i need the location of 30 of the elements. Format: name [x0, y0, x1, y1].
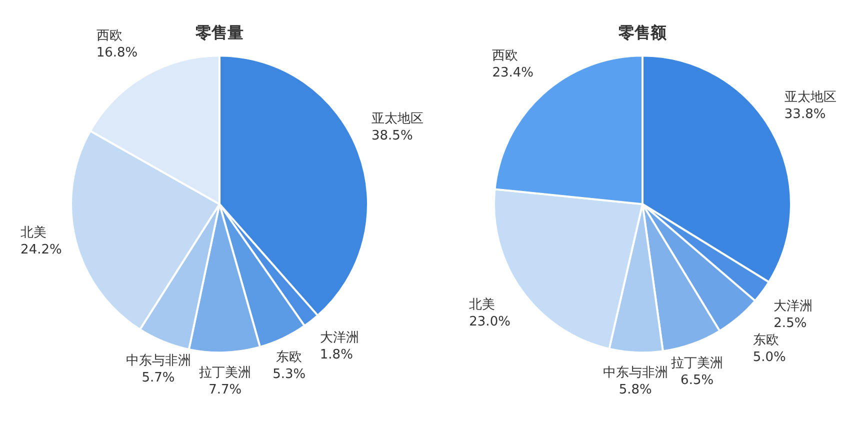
data-label: 23.0% [469, 314, 510, 330]
slice-label: 拉丁美洲 [671, 355, 724, 372]
data-label: 6.5% [680, 373, 714, 388]
slice-label: 西欧 [96, 28, 122, 44]
data-label: 24.2% [20, 242, 62, 258]
slice-label: 北美 [20, 224, 47, 240]
data-label: 1.8% [320, 348, 353, 363]
slice-label: 拉丁美洲 [199, 364, 252, 380]
data-label: 5.0% [752, 350, 786, 365]
data-label: 38.5% [372, 128, 413, 144]
slice-label: 亚太地区 [784, 90, 836, 105]
chart-title: 零售量 [194, 22, 244, 42]
slice-label: 中东与非洲 [602, 365, 668, 380]
data-label: 5.3% [272, 366, 306, 382]
data-label: 2.5% [774, 316, 807, 331]
slice-label: 东欧 [276, 350, 302, 365]
slice-label: 大洋洲 [774, 298, 813, 314]
slice-label: 中东与非洲 [126, 353, 191, 368]
data-label: 16.8% [96, 46, 138, 61]
slice-label: 亚太地区 [372, 112, 424, 127]
chart-title: 零售额 [618, 22, 668, 42]
data-label: 5.7% [142, 370, 175, 386]
data-label: 33.8% [784, 106, 826, 122]
data-label: 5.8% [618, 382, 652, 398]
slice-label: 东欧 [752, 332, 779, 348]
data-label: 7.7% [208, 382, 242, 398]
slice-label: 大洋洲 [320, 330, 359, 346]
slice-label: 北美 [469, 296, 496, 313]
data-label: 23.4% [492, 65, 534, 80]
slice-label: 西欧 [492, 48, 518, 64]
